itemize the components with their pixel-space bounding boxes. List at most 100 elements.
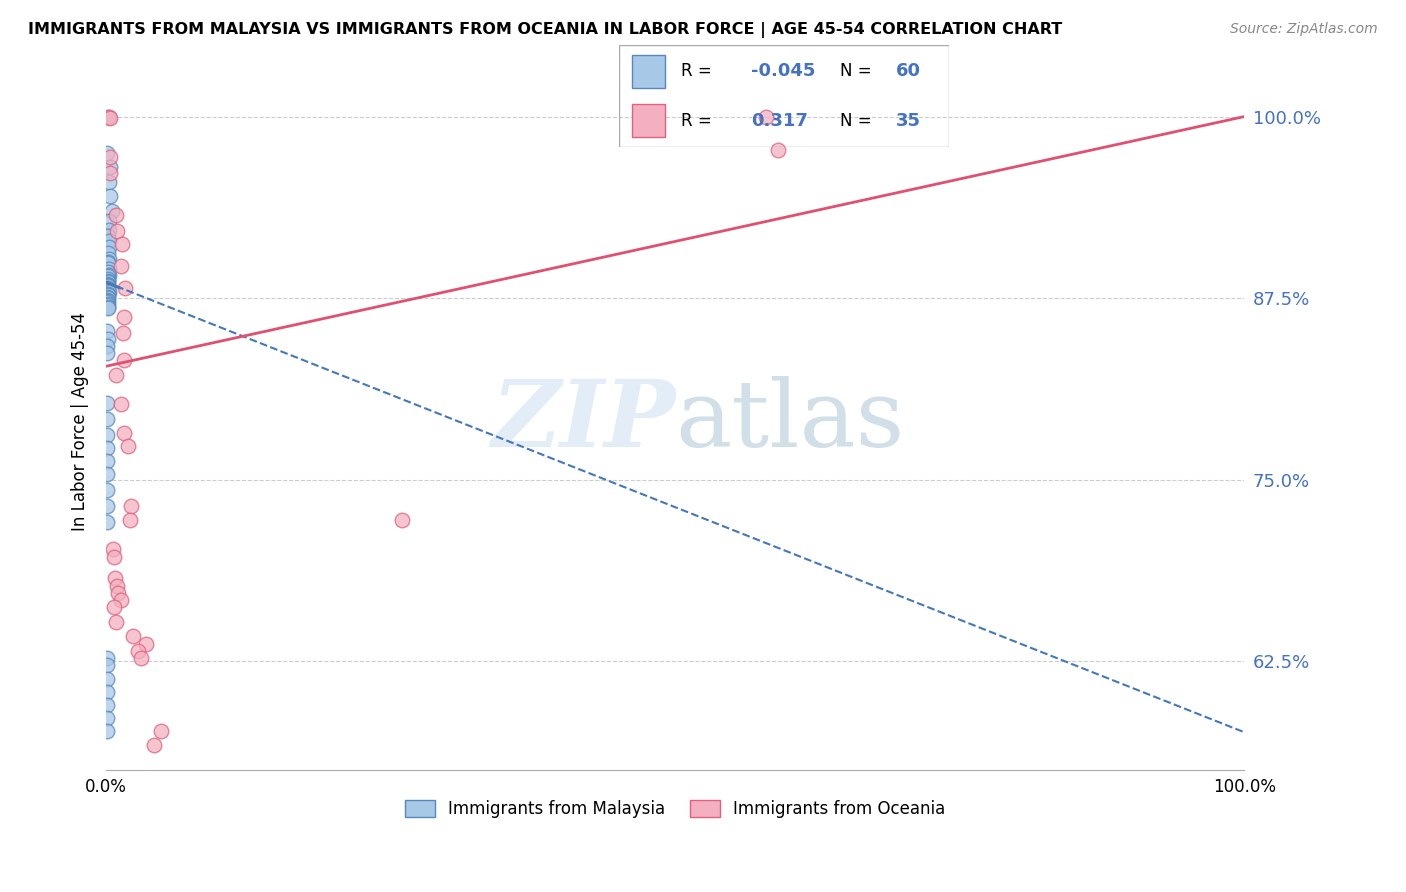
Point: [97, 281, 120, 295]
Point: [97, 274, 120, 288]
Point: [114, 281, 136, 295]
Point: [96, 441, 118, 455]
Point: [96, 145, 118, 160]
Text: 0.317: 0.317: [751, 112, 807, 129]
Point: [391, 513, 413, 527]
Text: 35: 35: [896, 112, 921, 129]
Point: [97, 288, 120, 302]
Point: [96, 290, 118, 304]
Text: R =: R =: [682, 62, 713, 80]
Point: [112, 426, 135, 441]
Text: ZIP: ZIP: [491, 376, 675, 467]
Point: [97, 297, 120, 311]
Point: [118, 513, 141, 527]
Point: [755, 110, 778, 124]
Point: [117, 439, 139, 453]
Point: [96, 467, 118, 481]
Bar: [631, 104, 665, 137]
Point: [107, 586, 129, 600]
Text: IMMIGRANTS FROM MALAYSIA VS IMMIGRANTS FROM OCEANIA IN LABOR FORCE | AGE 45-54 C: IMMIGRANTS FROM MALAYSIA VS IMMIGRANTS F…: [28, 22, 1063, 38]
Text: atlas: atlas: [675, 376, 904, 467]
Text: N =: N =: [839, 62, 872, 80]
Point: [97, 300, 120, 314]
Point: [96, 499, 118, 513]
Point: [98, 252, 121, 266]
Point: [100, 150, 122, 164]
Point: [96, 298, 118, 312]
Point: [97, 279, 120, 293]
Point: [96, 658, 118, 673]
Point: [103, 549, 125, 564]
Point: [122, 629, 145, 643]
Point: [149, 723, 172, 738]
Point: [97, 110, 120, 124]
Point: [111, 237, 134, 252]
Point: [100, 161, 122, 175]
Point: [97, 277, 120, 292]
Point: [98, 268, 121, 282]
Point: [105, 578, 128, 592]
Point: [97, 272, 120, 286]
Point: [100, 111, 122, 125]
Point: [120, 499, 142, 513]
Point: [98, 240, 121, 254]
Point: [97, 291, 120, 305]
Point: [97, 284, 120, 298]
Point: [98, 214, 121, 228]
Point: [96, 515, 118, 529]
Bar: [631, 55, 665, 87]
Point: [96, 325, 118, 339]
Point: [101, 542, 124, 557]
Point: [96, 293, 118, 307]
Point: [105, 368, 128, 382]
Point: [96, 339, 118, 353]
Point: [97, 332, 120, 346]
Point: [100, 166, 122, 180]
Point: [96, 711, 118, 725]
Point: [110, 397, 132, 411]
Point: [96, 672, 118, 686]
Point: [96, 723, 118, 738]
Point: [97, 286, 120, 301]
Point: [103, 600, 125, 615]
Point: [100, 189, 122, 203]
Text: Source: ZipAtlas.com: Source: ZipAtlas.com: [1230, 22, 1378, 37]
Point: [96, 411, 118, 425]
Point: [110, 259, 132, 273]
Point: [129, 651, 152, 665]
Point: [96, 698, 118, 712]
Point: [96, 483, 118, 497]
Point: [96, 282, 118, 296]
Point: [96, 295, 118, 310]
Point: [110, 593, 132, 607]
Point: [127, 644, 149, 658]
Point: [97, 269, 120, 284]
Text: N =: N =: [839, 112, 872, 129]
Point: [105, 224, 128, 238]
Point: [97, 293, 120, 308]
Point: [98, 285, 121, 300]
Text: 60: 60: [896, 62, 921, 80]
Point: [97, 254, 120, 268]
Point: [98, 175, 121, 189]
Point: [96, 427, 118, 442]
Point: [112, 353, 135, 368]
Point: [105, 208, 128, 222]
Point: [96, 453, 118, 467]
Point: [100, 203, 122, 218]
Point: [112, 310, 135, 324]
Point: [111, 326, 134, 340]
Point: [98, 262, 121, 277]
Point: [96, 277, 118, 291]
Text: R =: R =: [682, 112, 713, 129]
Point: [98, 235, 121, 249]
Point: [96, 684, 118, 698]
Point: [105, 615, 128, 629]
Point: [96, 395, 118, 409]
Point: [96, 346, 118, 360]
Point: [98, 223, 121, 237]
Point: [97, 256, 120, 270]
Point: [142, 739, 165, 753]
Point: [104, 571, 127, 585]
Point: [98, 110, 121, 124]
